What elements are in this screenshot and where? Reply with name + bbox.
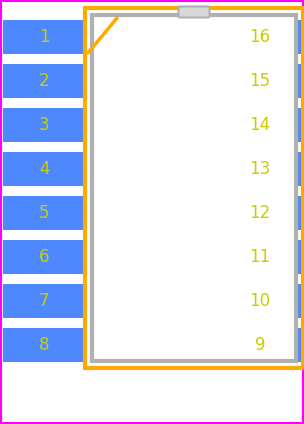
- Bar: [219, 240, 301, 274]
- Text: 14: 14: [250, 116, 271, 134]
- Text: 10: 10: [250, 292, 271, 310]
- Text: 8: 8: [39, 336, 49, 354]
- Bar: [92, 15, 296, 361]
- Bar: [3, 240, 85, 274]
- Bar: [3, 64, 85, 98]
- FancyBboxPatch shape: [178, 6, 209, 17]
- Bar: [219, 108, 301, 142]
- Text: 13: 13: [249, 160, 271, 178]
- Text: 7: 7: [39, 292, 49, 310]
- Bar: [3, 152, 85, 186]
- Bar: [219, 284, 301, 318]
- Bar: [219, 328, 301, 362]
- Bar: [219, 152, 301, 186]
- Bar: [3, 328, 85, 362]
- Text: 1: 1: [39, 28, 49, 46]
- Text: 3: 3: [39, 116, 49, 134]
- Bar: [219, 64, 301, 98]
- Text: 15: 15: [250, 72, 271, 90]
- Bar: [3, 20, 85, 54]
- Text: 4: 4: [39, 160, 49, 178]
- Text: 12: 12: [249, 204, 271, 222]
- Text: 2: 2: [39, 72, 49, 90]
- Bar: [85, 8, 303, 368]
- Text: 9: 9: [255, 336, 265, 354]
- Bar: [3, 196, 85, 230]
- Text: 6: 6: [39, 248, 49, 266]
- Bar: [3, 108, 85, 142]
- Text: 5: 5: [39, 204, 49, 222]
- Text: 11: 11: [249, 248, 271, 266]
- Bar: [219, 196, 301, 230]
- Bar: [3, 284, 85, 318]
- Bar: [219, 20, 301, 54]
- Text: 16: 16: [250, 28, 271, 46]
